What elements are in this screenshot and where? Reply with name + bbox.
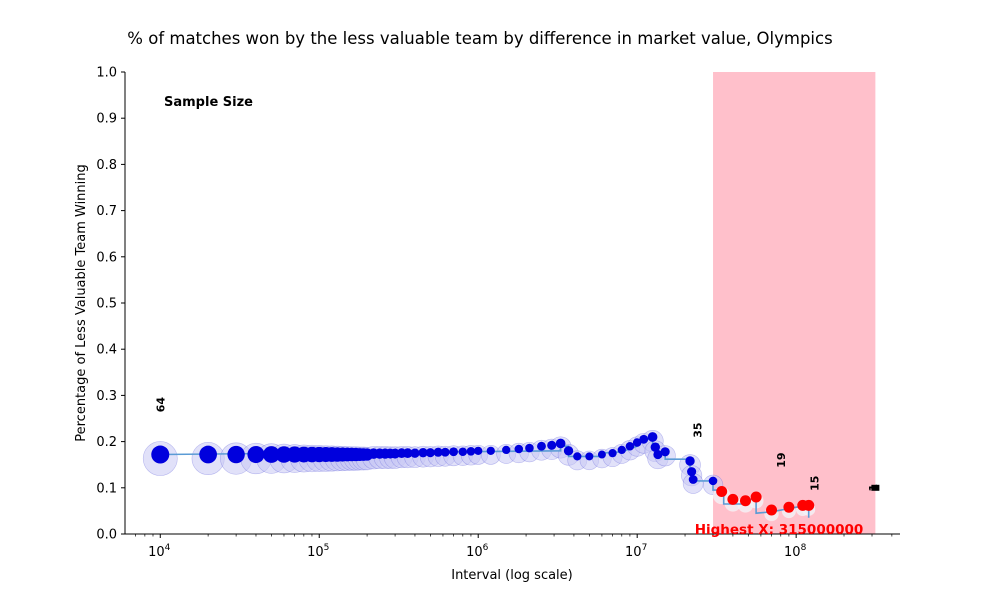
x-axis-label: Interval (log scale) xyxy=(451,568,573,583)
highest-x-label: Highest X: 315000000 xyxy=(695,522,864,538)
data-point xyxy=(440,447,450,457)
y-tick-label: 0.3 xyxy=(96,389,117,404)
highlighted-data-point xyxy=(750,491,762,503)
data-point xyxy=(247,445,265,464)
data-point xyxy=(555,438,566,449)
highlighted-data-point xyxy=(803,499,815,511)
data-point xyxy=(466,447,476,456)
chart-title: % of matches won by the less valuable te… xyxy=(127,29,832,48)
data-point xyxy=(547,440,557,450)
data-point-marker xyxy=(871,484,880,491)
data-point xyxy=(410,448,420,458)
data-point xyxy=(573,452,582,461)
data-point xyxy=(639,434,649,444)
data-point xyxy=(262,446,280,463)
data-point xyxy=(433,447,443,457)
sample-size-label: 15 xyxy=(808,476,821,491)
data-point xyxy=(449,447,459,457)
data-point xyxy=(585,452,594,461)
y-tick-label: 0.7 xyxy=(96,204,117,219)
y-tick-label: 0.6 xyxy=(96,250,117,265)
data-point xyxy=(608,449,617,458)
data-point xyxy=(502,445,511,455)
x-tick-label: 105 xyxy=(307,543,329,560)
data-point xyxy=(227,445,245,464)
y-tick-label: 0.4 xyxy=(96,343,117,358)
sample-size-label: 1 xyxy=(867,484,880,492)
y-tick-label: 1.0 xyxy=(96,66,117,81)
data-point xyxy=(625,441,635,451)
data-point xyxy=(708,476,718,486)
sample-size-heading: Sample Size xyxy=(164,95,253,110)
x-tick-label: 104 xyxy=(148,543,171,560)
data-point xyxy=(653,449,663,460)
data-point xyxy=(685,456,695,466)
y-tick-label: 0.8 xyxy=(96,158,117,173)
highlighted-data-point xyxy=(727,493,739,505)
data-point xyxy=(425,448,435,458)
highlighted-data-point xyxy=(783,501,795,513)
sample-size-label: 64 xyxy=(154,397,167,413)
y-tick-label: 0.2 xyxy=(96,435,117,450)
data-point xyxy=(402,448,413,458)
data-point xyxy=(151,445,170,464)
data-point xyxy=(650,442,660,452)
highlight-region xyxy=(713,72,876,534)
highlighted-data-point xyxy=(716,485,728,497)
data-point xyxy=(687,467,697,477)
data-point xyxy=(597,450,606,459)
data-point xyxy=(525,443,534,453)
data-point xyxy=(660,447,670,457)
data-point xyxy=(563,446,574,456)
x-tick-label: 107 xyxy=(625,543,647,560)
data-point xyxy=(514,444,524,454)
data-point xyxy=(418,447,428,458)
data-point xyxy=(199,445,217,464)
data-point xyxy=(632,438,642,447)
data-point xyxy=(537,441,546,451)
data-point xyxy=(474,446,483,455)
data-point xyxy=(486,446,495,455)
sample-size-label: 35 xyxy=(692,422,705,437)
data-point xyxy=(688,475,698,484)
y-tick-label: 0.9 xyxy=(96,112,117,127)
data-point xyxy=(458,447,468,457)
highlighted-data-point xyxy=(766,504,778,516)
highlighted-data-point xyxy=(739,495,751,507)
y-axis-label: Percentage of Less Valuable Team Winning xyxy=(74,164,89,442)
x-tick-label: 108 xyxy=(784,543,807,560)
data-point xyxy=(647,432,658,442)
sample-size-label: 19 xyxy=(775,452,788,467)
y-tick-label: 0.0 xyxy=(96,528,117,543)
y-tick-label: 0.5 xyxy=(96,297,117,312)
y-tick-label: 0.1 xyxy=(96,481,117,496)
data-point xyxy=(617,445,626,455)
x-tick-label: 106 xyxy=(466,543,489,560)
